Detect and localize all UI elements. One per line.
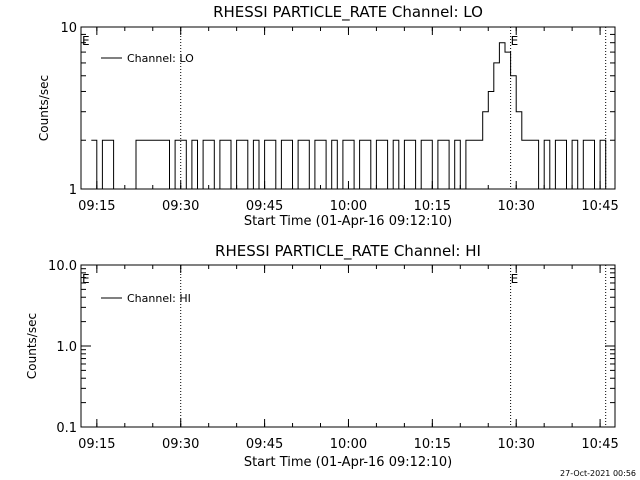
panel-lo-xlabel: Start Time (01-Apr-16 09:12:10) [244,214,452,229]
panel-hi-ylabel: Counts/sec [25,313,39,379]
panel-hi-plot-frame [80,264,616,428]
y-tick-label: 1 [69,183,77,198]
panel-lo-title: RHESSI PARTICLE_RATE Channel: LO [213,3,483,22]
panel-lo: RHESSI PARTICLE_RATE Channel: LO Counts/… [37,3,619,229]
x-tick-label: 10:15 [414,437,451,452]
y-tick-label: 10 [60,21,77,36]
x-tick-label: 10:30 [497,199,534,214]
panel-lo-y-tick-labels: 1 10 [60,21,77,198]
y-tick-label: 1.0 [56,340,77,355]
panel-hi-title: RHESSI PARTICLE_RATE Channel: HI [215,242,481,261]
panel-hi-y-tick-labels: 0.1 1.0 10.0 [48,259,77,436]
legend-label-hi: Channel: HI [127,292,191,305]
panel-lo-series [91,42,607,190]
panel-lo-x-tick-labels: 09:15 09:30 09:45 10:00 10:15 10:30 10:45 [78,199,619,214]
panel-hi: RHESSI PARTICLE_RATE Channel: HI Counts/… [25,242,619,470]
x-tick-label: 10:00 [330,437,367,452]
series-line [91,42,607,190]
panel-hi-x-ticks [96,265,601,427]
x-tick-label: 10:00 [330,199,367,214]
panel-lo-legend: Channel: LO [101,52,194,65]
x-tick-label: 09:45 [246,437,283,452]
event-marker-label: E [82,272,90,286]
x-tick-label: 09:15 [78,437,115,452]
y-tick-label: 10.0 [48,259,77,274]
x-tick-label: 09:30 [162,199,199,214]
panel-hi-y-ticks [81,264,615,428]
timestamp-footer: 27-Oct-2021 00:56 [560,469,636,478]
panel-hi-xlabel: Start Time (01-Apr-16 09:12:10) [244,455,452,470]
event-marker-label: E [511,34,519,48]
legend-label-lo: Channel: LO [127,52,194,65]
panel-hi-x-tick-labels: 09:15 09:30 09:45 10:00 10:15 10:30 10:45 [78,437,619,452]
x-tick-label: 09:45 [246,199,283,214]
x-tick-label: 09:15 [78,199,115,214]
panel-hi-legend: Channel: HI [101,292,191,305]
panel-lo-ylabel: Counts/sec [37,75,51,141]
panel-lo-y-ticks [81,26,615,190]
x-tick-label: 10:15 [414,199,451,214]
event-marker-label: E [511,272,519,286]
event-marker-label: E [82,34,90,48]
x-tick-label: 10:45 [581,199,618,214]
x-tick-label: 10:30 [497,437,534,452]
x-tick-label: 09:30 [162,437,199,452]
x-tick-label: 10:45 [581,437,618,452]
y-tick-label: 0.1 [56,421,77,436]
